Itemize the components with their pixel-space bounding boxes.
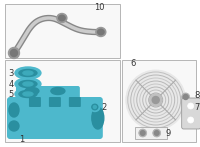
Circle shape <box>188 103 194 109</box>
Circle shape <box>150 94 162 106</box>
FancyBboxPatch shape <box>29 97 41 107</box>
Ellipse shape <box>15 78 41 90</box>
Text: 10: 10 <box>95 2 105 11</box>
FancyBboxPatch shape <box>5 60 120 142</box>
Ellipse shape <box>23 71 33 75</box>
Circle shape <box>140 131 145 135</box>
Ellipse shape <box>23 92 33 96</box>
Circle shape <box>153 129 161 137</box>
Ellipse shape <box>92 104 98 110</box>
FancyBboxPatch shape <box>49 97 61 107</box>
Circle shape <box>126 70 186 130</box>
Text: 4: 4 <box>8 80 14 88</box>
Text: 2: 2 <box>101 102 106 112</box>
Ellipse shape <box>57 14 67 22</box>
Circle shape <box>188 117 194 123</box>
Ellipse shape <box>182 93 190 101</box>
FancyBboxPatch shape <box>184 101 198 126</box>
Text: 1: 1 <box>19 136 25 145</box>
Circle shape <box>152 96 159 103</box>
FancyBboxPatch shape <box>135 127 167 139</box>
Ellipse shape <box>15 88 41 100</box>
Text: 9: 9 <box>165 128 170 137</box>
Circle shape <box>139 129 147 137</box>
Ellipse shape <box>19 91 37 97</box>
Circle shape <box>10 50 17 56</box>
Ellipse shape <box>15 67 41 79</box>
Ellipse shape <box>23 82 33 86</box>
FancyBboxPatch shape <box>5 4 120 58</box>
Ellipse shape <box>183 95 188 100</box>
Ellipse shape <box>51 87 65 95</box>
Text: 7: 7 <box>194 103 199 112</box>
Ellipse shape <box>98 29 104 35</box>
FancyBboxPatch shape <box>182 98 200 129</box>
Ellipse shape <box>25 87 39 95</box>
Ellipse shape <box>59 15 65 21</box>
Ellipse shape <box>92 107 104 129</box>
Ellipse shape <box>19 70 37 76</box>
Circle shape <box>154 131 159 135</box>
Ellipse shape <box>9 121 19 131</box>
Ellipse shape <box>9 103 19 117</box>
Ellipse shape <box>90 102 100 112</box>
Text: 5: 5 <box>8 90 14 98</box>
FancyBboxPatch shape <box>16 86 80 108</box>
Circle shape <box>8 47 19 59</box>
Text: 3: 3 <box>8 69 14 77</box>
Text: 6: 6 <box>130 59 135 67</box>
FancyBboxPatch shape <box>69 97 81 107</box>
Ellipse shape <box>93 106 96 108</box>
Text: 8: 8 <box>194 91 199 100</box>
FancyBboxPatch shape <box>7 97 103 139</box>
FancyBboxPatch shape <box>122 60 196 142</box>
Ellipse shape <box>96 27 106 36</box>
Ellipse shape <box>19 81 37 87</box>
